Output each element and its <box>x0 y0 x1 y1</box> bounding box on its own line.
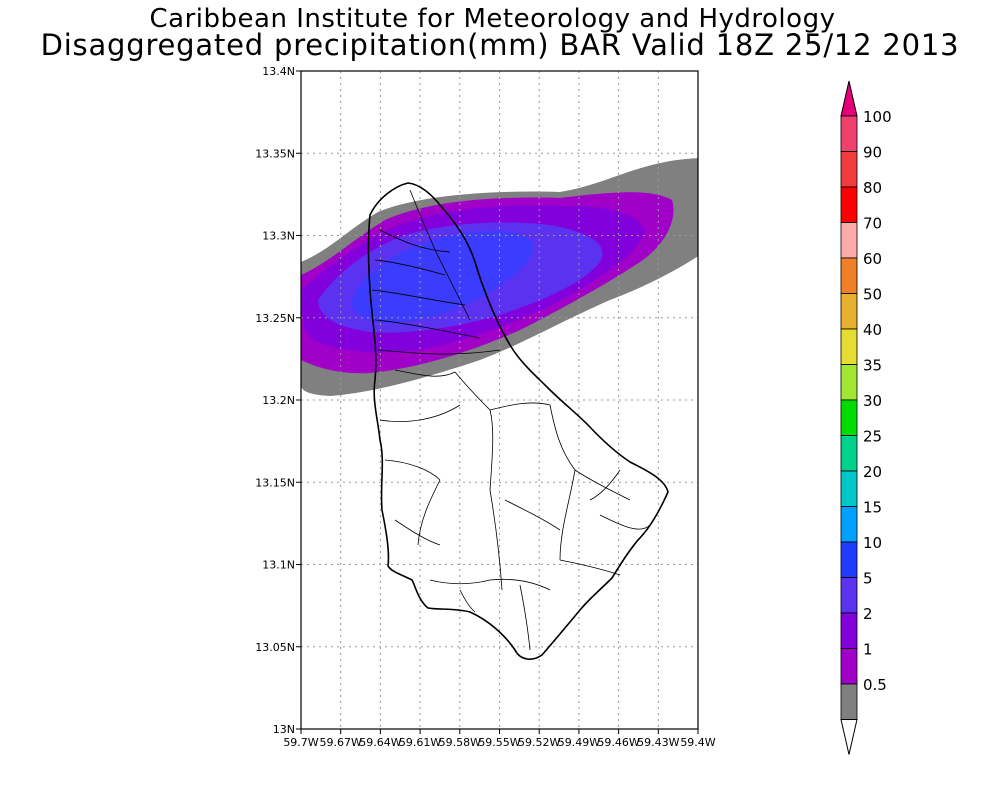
legend-label: 70 <box>863 215 882 233</box>
legend-swatch <box>840 648 858 685</box>
legend-label: 5 <box>863 570 873 588</box>
legend-label: 15 <box>863 499 882 517</box>
chart-title: Caribbean Institute for Meteorology and … <box>149 4 836 34</box>
lon-tick-label: 59.64W <box>359 736 401 749</box>
legend-label: 0.5 <box>863 676 887 694</box>
color-legend: 100 90 80 70 60 50 40 35 30 25 20 15 10 5 2 1 0.5 <box>840 80 892 755</box>
legend-swatch <box>840 186 858 223</box>
coastline <box>367 182 669 660</box>
lat-tick-label: 13.25N <box>255 312 295 325</box>
legend-swatch <box>840 364 858 401</box>
lon-tick-label: 59.7W <box>283 736 318 749</box>
lon-tick-label: 59.49W <box>558 736 600 749</box>
lat-tick-label: 13.2N <box>262 394 295 407</box>
chart-subtitle: Disaggregated precipitation(mm) BAR Vali… <box>40 28 960 62</box>
latitude-axis: 13.4N 13.35N 13.3N 13.25N 13.2N 13.15N 13.1N 13… <box>255 65 301 736</box>
legend-label: 20 <box>863 463 882 481</box>
legend-label: 80 <box>863 179 882 197</box>
legend-label: 10 <box>863 534 882 552</box>
legend-label: 90 <box>863 144 882 162</box>
legend-swatch <box>840 328 858 365</box>
legend-swatch <box>840 506 858 543</box>
legend-swatch <box>840 293 858 330</box>
lon-tick-label: 59.55W <box>478 736 520 749</box>
precipitation-field <box>301 158 698 396</box>
island-outline <box>367 182 669 660</box>
legend-bottom-arrow <box>840 719 858 755</box>
lat-tick-label: 13.35N <box>255 147 295 160</box>
legend-swatch <box>840 115 858 152</box>
legend-label: 100 <box>863 108 892 126</box>
lon-tick-label: 59.67W <box>320 736 362 749</box>
longitude-axis: 59.7W 59.67W59.64W59.61W59.58W59.55W59.52… <box>283 729 716 749</box>
legend-swatch <box>840 470 858 507</box>
legend-swatch <box>840 541 858 578</box>
legend-label: 40 <box>863 321 882 339</box>
legend-swatch <box>840 577 858 614</box>
precip-band-10 <box>351 230 533 323</box>
lon-tick-label: 59.61W <box>399 736 441 749</box>
legend-swatch <box>840 257 858 294</box>
lon-tick-label: 59.46W <box>597 736 639 749</box>
legend-label: 2 <box>863 605 873 623</box>
legend-swatch <box>840 222 858 259</box>
legend-label: 50 <box>863 286 882 304</box>
lon-tick-label: 59.52W <box>518 736 560 749</box>
legend-swatch <box>840 435 858 472</box>
legend-label: 1 <box>863 641 873 659</box>
parish-boundaries <box>371 189 651 651</box>
legend-swatch <box>840 399 858 436</box>
lon-tick-label: 59.58W <box>439 736 481 749</box>
legend-label: 30 <box>863 392 882 410</box>
legend-swatch <box>840 151 858 188</box>
map-grid <box>301 71 698 729</box>
legend-label: 25 <box>863 428 882 446</box>
lat-tick-label: 13N <box>273 723 295 736</box>
lat-tick-label: 13.4N <box>262 65 295 78</box>
legend-label: 35 <box>863 357 882 375</box>
lat-tick-label: 13.3N <box>262 230 295 243</box>
lon-tick-label: 59.4W <box>680 736 715 749</box>
legend-swatch <box>840 683 858 720</box>
lat-tick-label: 13.15N <box>255 476 295 489</box>
lat-tick-label: 13.1N <box>262 559 295 572</box>
lat-tick-label: 13.05N <box>255 641 295 654</box>
legend-swatch <box>840 612 858 649</box>
legend-label: 60 <box>863 250 882 268</box>
lon-tick-label: 59.43W <box>637 736 679 749</box>
legend-top-arrow <box>840 80 858 117</box>
